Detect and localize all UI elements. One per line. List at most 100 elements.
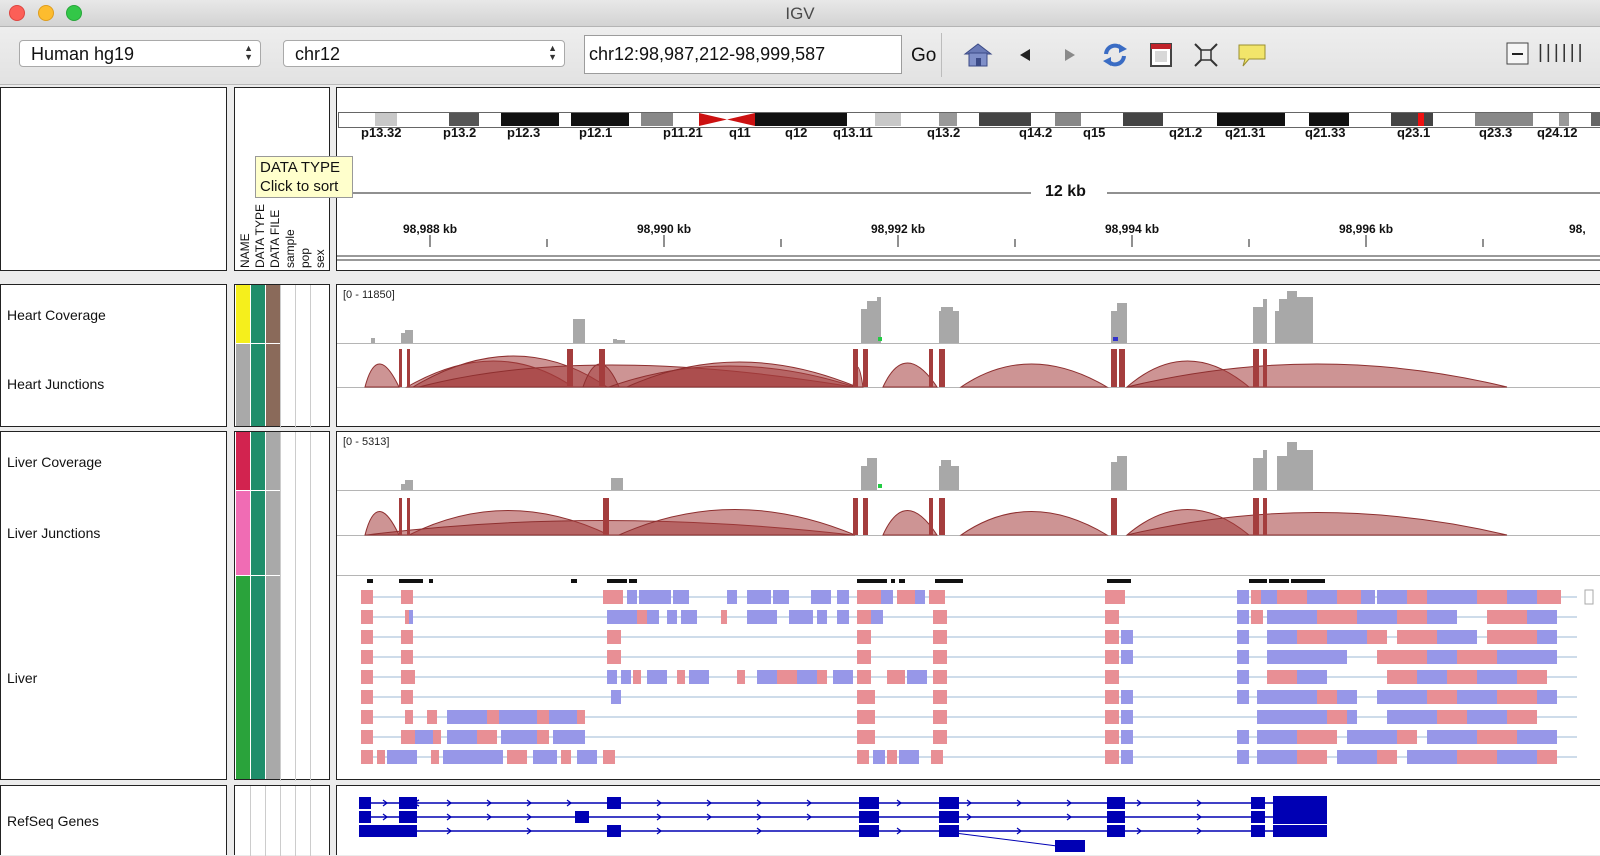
- tooltip-hint: Click to sort: [260, 178, 339, 195]
- scroll-marker: [1584, 589, 1594, 605]
- cytoband-label: q13.2: [927, 125, 961, 140]
- attr-col-data-type[interactable]: DATA TYPE: [253, 203, 267, 268]
- attr-cell-name[interactable]: [236, 285, 250, 343]
- liver-coverage-histogram: [401, 442, 1313, 490]
- forward-button[interactable]: [1055, 40, 1085, 70]
- ruler-tick-label: 98,994 kb: [1105, 222, 1160, 236]
- minimize-window-button[interactable]: [38, 5, 54, 21]
- speech-bubble-icon: [1238, 44, 1266, 67]
- refseq-attribute-panel: [234, 785, 330, 856]
- cytoband-label: q15: [1083, 125, 1106, 140]
- track-name-heart-coverage[interactable]: Heart Coverage: [7, 307, 106, 323]
- gene-exons: [359, 796, 1327, 852]
- back-button[interactable]: [1010, 40, 1040, 70]
- forward-arrow-icon: [1065, 49, 1075, 61]
- home-icon: [963, 43, 993, 67]
- cytoband-label: q21.33: [1305, 125, 1346, 140]
- heart-tracks-canvas[interactable]: [337, 285, 1600, 426]
- strand-arrows: [382, 799, 1202, 835]
- attr-col-data-file[interactable]: DATA FILE: [268, 209, 282, 268]
- zoom-window-button[interactable]: [66, 5, 82, 21]
- liver-junction-bars: [399, 498, 1267, 535]
- refseq-data-panel: [336, 785, 1600, 855]
- resize-tracks-button[interactable]: [1146, 40, 1176, 70]
- genome-select[interactable]: Human hg19 ▲ ▼: [19, 40, 261, 67]
- cytoband-label: q21.2: [1169, 125, 1203, 140]
- refseq-name-panel: RefSeq Genes: [0, 785, 227, 855]
- track-name-refseq-genes[interactable]: RefSeq Genes: [7, 813, 99, 829]
- liver-junction-arcs: [364, 509, 1508, 536]
- attr-cell-data-type[interactable]: [251, 432, 265, 779]
- liver-alignment-coverage-blocks: [367, 579, 1325, 583]
- select-arrows-icon: ▲ ▼: [548, 43, 557, 62]
- track-name-liver-coverage[interactable]: Liver Coverage: [7, 454, 102, 470]
- heart-attribute-panel: [234, 284, 330, 428]
- attr-col-pop[interactable]: pop: [298, 247, 312, 268]
- liver-reads-plus: [361, 590, 1561, 764]
- cytoband-label: q12: [785, 125, 808, 140]
- ruler-lines: [337, 192, 1600, 261]
- close-window-button[interactable]: [9, 5, 25, 21]
- cytoband-label: q11: [729, 125, 751, 140]
- cytoband-label: p12.3: [507, 125, 541, 140]
- ruler-tick-label: 98,992 kb: [871, 222, 926, 236]
- zoom-slider[interactable]: ||||||: [1538, 42, 1586, 63]
- ruler-span-label: 12 kb: [1045, 183, 1086, 200]
- gene-introns: [359, 799, 1327, 832]
- column-tooltip: DATA TYPE Click to sort: [255, 156, 353, 198]
- track-name-liver[interactable]: Liver: [7, 670, 38, 686]
- cytoband-label: q21.31: [1225, 125, 1266, 140]
- cytoband-label: q14.2: [1019, 125, 1053, 140]
- genome-select-value: Human hg19: [31, 44, 135, 64]
- attr-col-sex[interactable]: sex: [313, 249, 327, 268]
- ruler-tick-label: 98,990 kb: [637, 222, 692, 236]
- resize-to-window-icon: [1150, 43, 1172, 67]
- attr-row-divider: [235, 575, 329, 576]
- ruler-tick-label: 98,988 kb: [403, 222, 458, 236]
- header-data-panel: p13.32 p13.2 p12.3 p12.1 p11.21 q11 q12 …: [336, 87, 1600, 271]
- ruler-tick-label: 98,996 kb: [1339, 222, 1394, 236]
- header-name-panel: [0, 87, 227, 271]
- region-navigator-button[interactable]: [1191, 40, 1221, 70]
- heart-coverage-range: [0 - 11850]: [343, 289, 395, 301]
- attr-col-name[interactable]: NAME: [238, 233, 252, 268]
- cytoband-label: q13.11: [833, 125, 873, 140]
- window-title: IGV: [785, 4, 815, 23]
- heart-coverage-histogram: [371, 291, 1313, 343]
- chromosome-select[interactable]: chr12 ▲ ▼: [283, 40, 565, 67]
- cytoband-label: q23.3: [1479, 125, 1513, 140]
- attr-col-sample[interactable]: sample: [283, 229, 297, 268]
- cytoband-label: q24.12: [1537, 125, 1578, 140]
- refresh-icon: [1103, 43, 1127, 67]
- attr-grid: [250, 786, 311, 856]
- liver-data-panel: [0 - 5313]: [336, 431, 1600, 780]
- popup-info-button[interactable]: [1237, 40, 1267, 70]
- attr-cell-name[interactable]: [236, 432, 250, 490]
- attr-cell-name[interactable]: [236, 576, 250, 779]
- cytoband-label: p13.2: [443, 125, 477, 140]
- refseq-genes-canvas[interactable]: [337, 786, 1600, 856]
- tooltip-title: DATA TYPE: [260, 159, 341, 176]
- liver-tracks-canvas[interactable]: [337, 432, 1600, 779]
- heart-junction-bars: [399, 349, 1267, 387]
- attr-cell-name[interactable]: [236, 491, 250, 575]
- select-arrows-icon: ▲ ▼: [244, 43, 253, 62]
- liver-name-panel: Liver Coverage Liver Junctions Liver: [0, 431, 227, 780]
- attr-cell-data-file[interactable]: [266, 432, 280, 779]
- home-button[interactable]: [963, 40, 993, 70]
- attr-row-divider: [235, 490, 329, 491]
- track-name-liver-junctions[interactable]: Liver Junctions: [7, 525, 101, 541]
- chromosome-ideogram[interactable]: [338, 112, 1600, 128]
- locus-input[interactable]: chr12:98,987,212-98,999,587: [584, 35, 902, 74]
- chromosome-select-value: chr12: [295, 44, 341, 64]
- attr-cell-data-type[interactable]: [251, 285, 265, 426]
- attr-cell-data-file[interactable]: [266, 285, 280, 426]
- heart-junction-arcs: [364, 355, 1508, 388]
- attr-cell-name[interactable]: [236, 344, 250, 426]
- liver-reads-minus: [387, 590, 1557, 764]
- heart-data-panel: [0 - 11850]: [336, 284, 1600, 427]
- go-button[interactable]: Go: [911, 45, 937, 66]
- track-name-heart-junctions[interactable]: Heart Junctions: [7, 376, 105, 392]
- refresh-button[interactable]: [1100, 40, 1130, 70]
- zoom-out-button[interactable]: [1506, 42, 1530, 66]
